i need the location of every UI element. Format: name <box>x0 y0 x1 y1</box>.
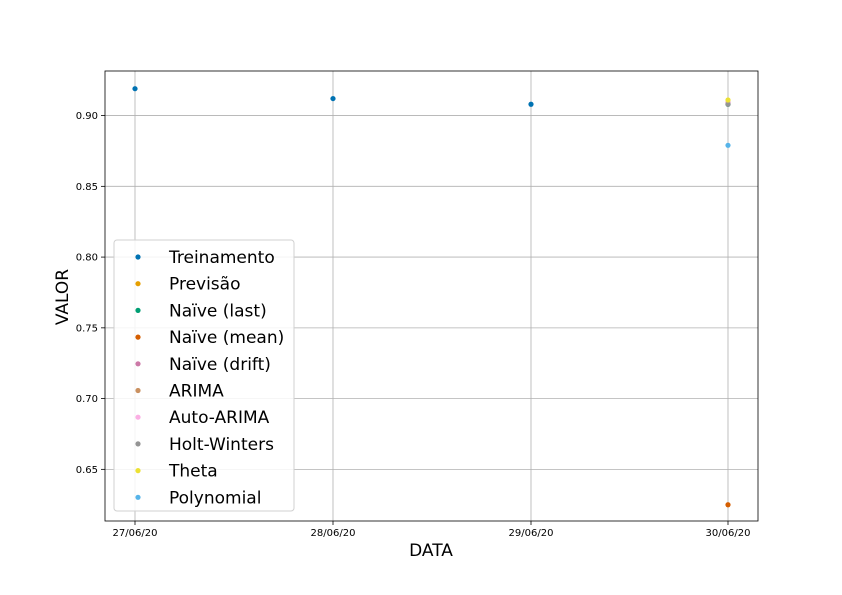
legend-marker <box>135 334 141 340</box>
legend-label: Naïve (last) <box>169 301 267 321</box>
legend-label: Previsão <box>169 275 241 295</box>
data-point <box>528 101 534 107</box>
y-tick-label: 0.70 <box>76 394 98 405</box>
legend-marker <box>135 307 141 313</box>
plot-frame <box>104 70 759 522</box>
legend-marker <box>135 441 141 447</box>
legend-label: Auto-ARIMA <box>169 408 270 428</box>
legend-marker <box>135 468 141 474</box>
legend-label: Naïve (mean) <box>169 328 284 348</box>
data-points <box>132 86 731 508</box>
legend-frame <box>113 239 295 512</box>
legend-marker <box>135 281 141 287</box>
y-tick-label: 0.80 <box>76 253 98 264</box>
x-tick-label: 28/06/20 <box>311 528 356 539</box>
data-point <box>330 95 336 102</box>
legend-label: Theta <box>168 462 218 482</box>
legend-label: Polynomial <box>169 488 261 508</box>
legend-marker <box>135 494 141 500</box>
legend-label: ARIMA <box>169 382 224 402</box>
legend-label: Naïve (drift) <box>169 355 271 375</box>
x-tick-label: 29/06/20 <box>509 528 554 539</box>
legend-marker <box>135 414 141 420</box>
data-point <box>725 97 731 103</box>
data-point <box>725 101 731 107</box>
legend-marker <box>135 361 141 367</box>
y-tick-label: 0.85 <box>76 182 98 193</box>
y-axis-label: VALOR <box>53 269 73 325</box>
data-point <box>132 86 138 92</box>
x-axis-label: DATA <box>409 541 453 561</box>
x-tick-label: 27/06/20 <box>113 528 158 539</box>
legend-label: Holt-Winters <box>169 435 274 455</box>
legend-marker <box>135 387 141 394</box>
y-tick-label: 0.90 <box>76 111 98 122</box>
legend: Treinamento Previsão Naïve (last) Naïve (me… <box>113 239 295 512</box>
data-point <box>725 502 731 508</box>
legend-marker <box>135 254 141 260</box>
x-tick-label: 30/06/20 <box>706 528 751 539</box>
legend-label: Treinamento <box>168 248 275 268</box>
y-tick-label: 0.65 <box>76 465 98 476</box>
axis-ticks: 27/06/20 28/06/20 29/06/20 30/06/20 0.65 0.70… <box>76 111 751 539</box>
y-tick-label: 0.75 <box>76 323 98 334</box>
data-point <box>725 142 731 148</box>
